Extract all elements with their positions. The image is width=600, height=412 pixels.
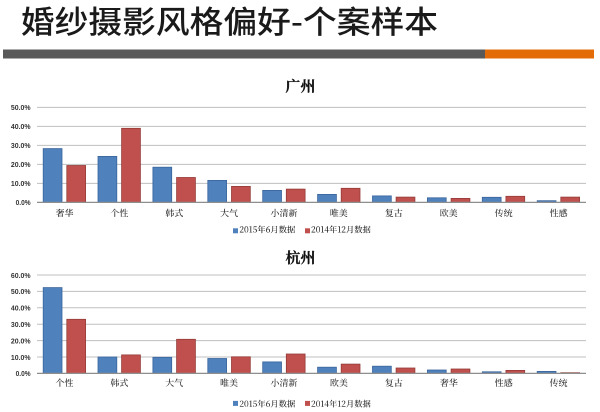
svg-text:60.0%: 60.0% bbox=[11, 271, 31, 280]
svg-text:50.0%: 50.0% bbox=[11, 287, 31, 296]
svg-text:40.0%: 40.0% bbox=[11, 304, 31, 313]
svg-text:0.0%: 0.0% bbox=[16, 369, 31, 378]
svg-text:10.0%: 10.0% bbox=[11, 353, 31, 362]
svg-text:20.0%: 20.0% bbox=[11, 160, 31, 169]
svg-text:20.0%: 20.0% bbox=[11, 336, 31, 345]
svg-text:30.0%: 30.0% bbox=[11, 141, 31, 150]
svg-text:50.0%: 50.0% bbox=[11, 103, 31, 112]
svg-text:10.0%: 10.0% bbox=[11, 179, 31, 188]
svg-text:40.0%: 40.0% bbox=[11, 122, 31, 131]
svg-text:30.0%: 30.0% bbox=[11, 320, 31, 329]
svg-text:0.0%: 0.0% bbox=[16, 198, 31, 207]
